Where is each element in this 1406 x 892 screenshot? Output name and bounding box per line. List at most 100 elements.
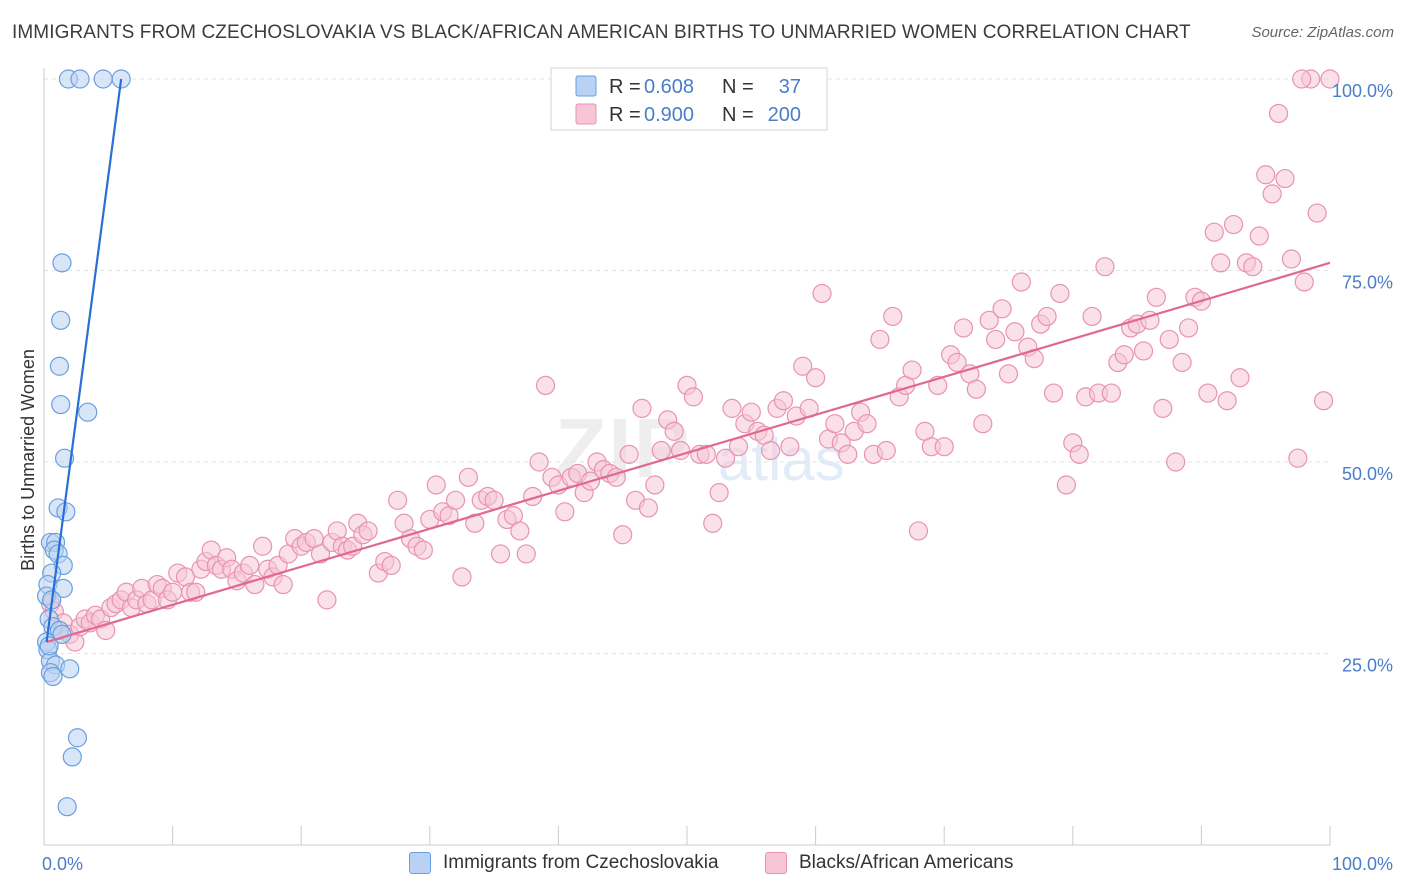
point-blacks <box>883 306 903 327</box>
axes <box>43 68 1331 846</box>
point-czech <box>67 728 88 748</box>
legend-swatch-pink <box>575 103 597 125</box>
point-blacks <box>908 521 929 541</box>
x-tick-label: 0.0% <box>42 854 83 874</box>
point-blacks <box>683 387 704 407</box>
point-blacks <box>358 521 378 541</box>
series-czech-points <box>36 69 131 817</box>
point-czech <box>49 356 70 376</box>
x-tick-label: 100.0% <box>1332 854 1393 874</box>
point-blacks <box>1133 341 1154 361</box>
y-tick-label: 25.0% <box>1342 656 1393 676</box>
point-blacks <box>709 483 729 503</box>
point-blacks <box>805 368 826 388</box>
trend-line-blacks <box>46 261 1331 644</box>
point-blacks <box>1223 214 1244 235</box>
point-blacks <box>992 299 1012 319</box>
point-blacks <box>876 440 896 461</box>
point-blacks <box>703 513 723 533</box>
point-czech <box>57 797 77 817</box>
point-blacks <box>490 544 511 564</box>
point-blacks <box>1082 306 1102 327</box>
point-blacks <box>998 364 1019 384</box>
y-axis-label: Births to Unmarried Women <box>18 349 38 571</box>
point-blacks <box>388 490 408 510</box>
point-blacks <box>664 421 684 441</box>
point-blacks <box>715 448 736 468</box>
point-blacks <box>1005 322 1025 342</box>
point-blacks <box>426 475 446 495</box>
point-blacks <box>857 414 877 434</box>
axis-labels: 25.0% 50.0% 75.0% 100.0% 0.0% 100.0% Births to… <box>18 81 1393 874</box>
point-blacks <box>1262 184 1282 204</box>
point-czech <box>51 310 71 330</box>
legend-label-czech: Immigrants from Czechoslovakia <box>443 852 719 873</box>
legend-r-label: R = <box>609 76 641 98</box>
point-blacks <box>163 582 183 602</box>
legend-item-czech[interactable]: Immigrants from Czechoslovakia <box>409 852 719 874</box>
point-blacks <box>1217 391 1237 411</box>
point-blacks <box>812 283 832 304</box>
point-blacks <box>638 498 659 518</box>
point-blacks <box>953 318 974 338</box>
point-blacks <box>1292 69 1312 89</box>
trend-lines <box>45 78 1331 644</box>
legend-r-value: 0.900 <box>644 104 694 126</box>
point-blacks <box>1211 253 1231 273</box>
legend-n-label: N = <box>722 104 754 126</box>
point-blacks <box>1095 257 1115 277</box>
point-czech <box>93 69 113 89</box>
point-blacks <box>317 590 337 610</box>
point-blacks <box>253 536 273 556</box>
point-blacks <box>484 490 504 510</box>
point-blacks <box>613 525 633 545</box>
legend-swatch-pink <box>765 852 787 874</box>
point-blacks <box>979 310 999 330</box>
point-blacks <box>1178 318 1199 338</box>
trend-line-czech <box>45 78 123 643</box>
point-blacks <box>1230 368 1250 388</box>
point-blacks <box>793 356 813 376</box>
point-blacks <box>966 379 986 399</box>
legend-swatch-blue <box>575 75 597 97</box>
point-blacks <box>902 360 922 380</box>
point-blacks <box>619 444 639 464</box>
point-blacks <box>973 414 993 434</box>
legend-top: R = 0.608 N = 37 R = 0.900 N = 200 <box>550 67 828 131</box>
point-blacks <box>1043 383 1064 403</box>
legend-n-value: 200 <box>768 104 801 126</box>
source-label[interactable]: Source: ZipAtlas.com <box>1251 24 1394 41</box>
point-blacks <box>1037 306 1057 327</box>
point-blacks <box>1069 444 1089 464</box>
point-blacks <box>510 521 530 541</box>
point-blacks <box>1288 448 1308 468</box>
point-czech <box>51 394 71 415</box>
point-blacks <box>445 490 466 510</box>
point-blacks <box>825 414 845 434</box>
series-blacks-points <box>40 69 1340 652</box>
point-blacks <box>722 398 742 418</box>
point-blacks <box>452 567 472 587</box>
legend-item-blacks[interactable]: Blacks/African Americans <box>765 852 1013 874</box>
point-blacks <box>1050 283 1070 304</box>
point-blacks <box>1281 249 1302 269</box>
point-blacks <box>1243 257 1263 277</box>
point-blacks <box>273 574 293 595</box>
point-blacks <box>1275 168 1295 189</box>
point-blacks <box>773 391 794 411</box>
point-blacks <box>651 440 671 461</box>
legend-r-value: 0.608 <box>644 76 694 98</box>
point-blacks <box>1268 103 1289 124</box>
point-czech <box>39 636 59 656</box>
y-tick-label: 50.0% <box>1342 464 1393 484</box>
point-blacks <box>1307 203 1327 223</box>
chart-title: IMMIGRANTS FROM CZECHOSLOVAKIA VS BLACK/… <box>12 22 1191 43</box>
point-czech <box>78 402 98 422</box>
point-blacks <box>780 437 800 457</box>
point-blacks <box>1011 272 1031 292</box>
point-blacks <box>555 502 575 522</box>
point-blacks <box>1256 165 1276 185</box>
point-blacks <box>934 437 954 457</box>
point-blacks <box>516 544 536 564</box>
